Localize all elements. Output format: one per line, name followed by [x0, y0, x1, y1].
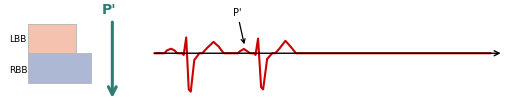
- Text: RBB: RBB: [9, 65, 28, 74]
- Text: P': P': [232, 8, 244, 44]
- FancyBboxPatch shape: [28, 54, 91, 83]
- Text: P': P': [102, 3, 116, 17]
- Text: LBB: LBB: [9, 35, 26, 44]
- FancyBboxPatch shape: [28, 25, 76, 54]
